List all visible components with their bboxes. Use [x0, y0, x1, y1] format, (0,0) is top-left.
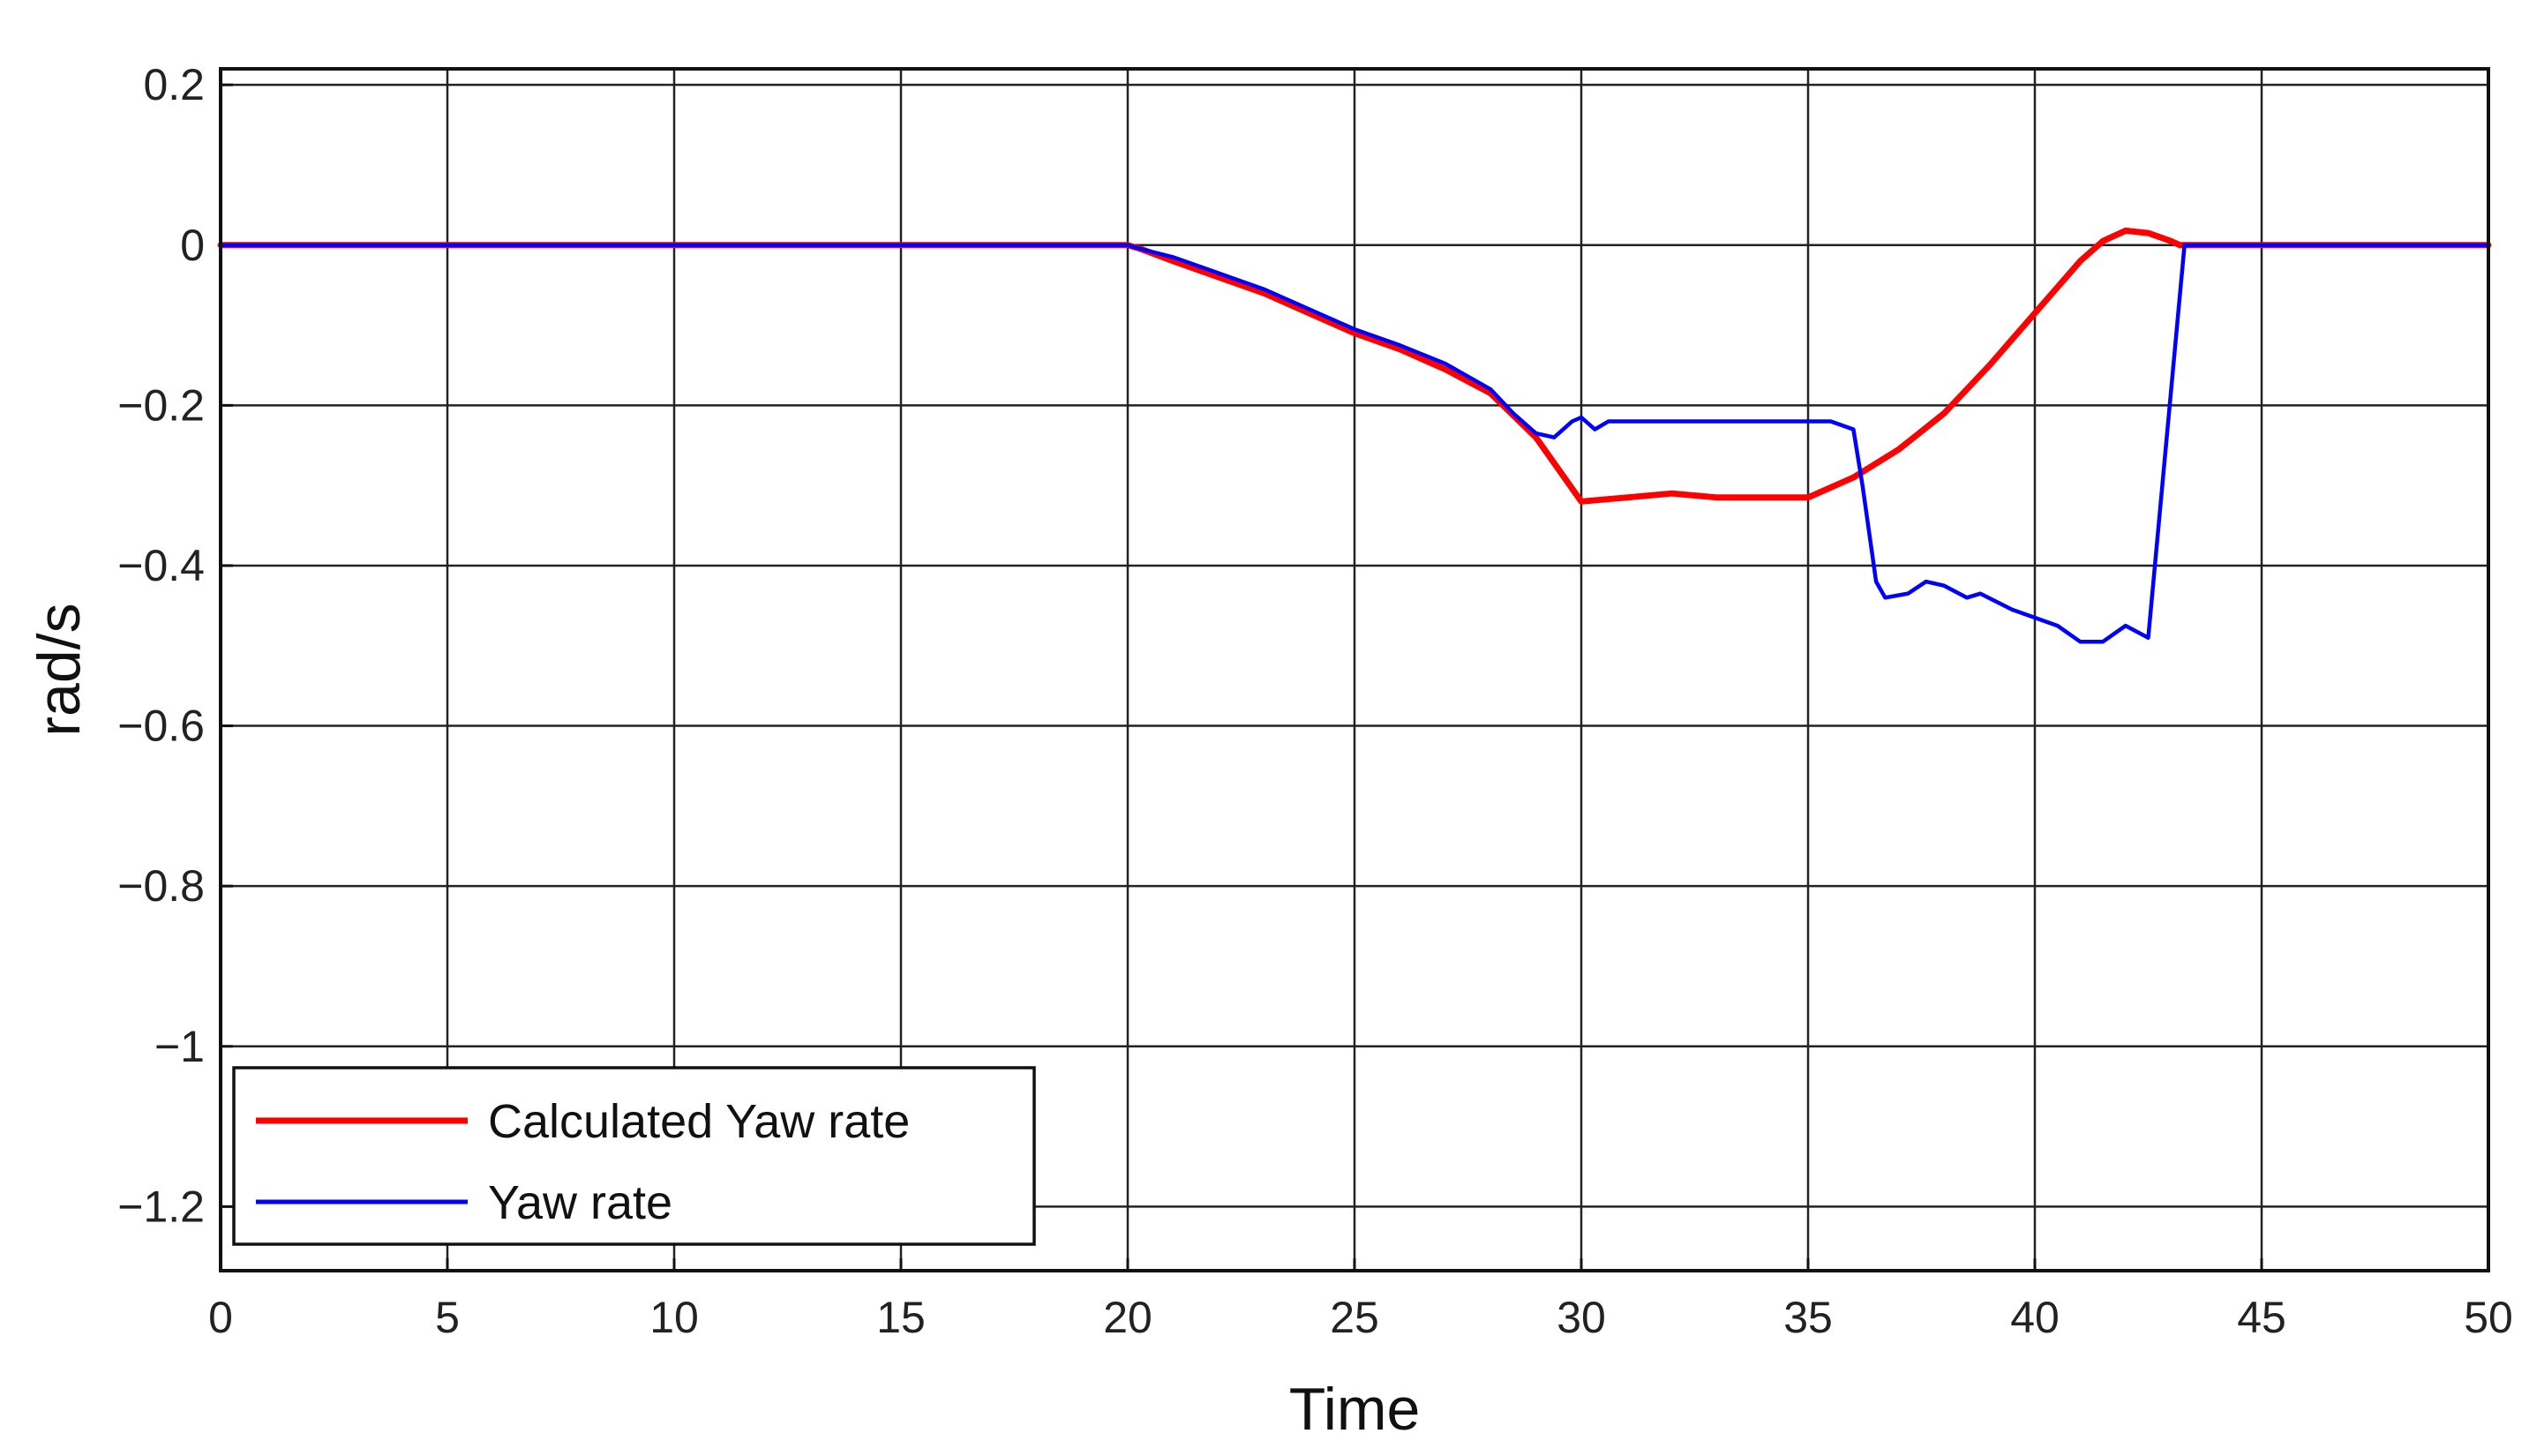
x-tick-label: 10 — [649, 1293, 699, 1342]
x-tick-label: 35 — [1783, 1293, 1833, 1342]
x-tick-label: 45 — [2237, 1293, 2286, 1342]
x-tick-label: 50 — [2464, 1293, 2513, 1342]
plot-frame — [219, 67, 2490, 1272]
y-tick-label: −1 — [154, 1022, 205, 1071]
legend-frame — [232, 1066, 1036, 1246]
legend-label-calculated-yaw-rate: Calculated Yaw rate — [488, 1095, 910, 1148]
legend: Calculated Yaw rate Yaw rate — [232, 1066, 1036, 1246]
series-line-yaw-rate — [218, 243, 2491, 644]
legend-label-yaw-rate: Yaw rate — [488, 1176, 672, 1229]
y-axis-label: rad/s — [26, 603, 93, 736]
x-tick-label: 15 — [876, 1293, 926, 1342]
x-tick-label: 25 — [1330, 1293, 1379, 1342]
y-tick-label: −1.2 — [117, 1182, 205, 1231]
y-tick-label: 0 — [180, 221, 205, 270]
y-tick-label: −0.8 — [117, 861, 205, 911]
y-tick-label: −0.4 — [117, 541, 205, 590]
y-tick-label: −0.6 — [117, 702, 205, 751]
x-axis-label: Time — [1289, 1376, 1421, 1443]
y-tick-label: 0.2 — [143, 60, 205, 109]
x-tick-label: 30 — [1557, 1293, 1606, 1342]
x-tick-label: 40 — [2010, 1293, 2060, 1342]
series-line-calculated-yaw-rate — [217, 227, 2492, 505]
y-tick-label: −0.2 — [117, 380, 205, 430]
x-tick-label: 20 — [1103, 1293, 1152, 1342]
x-tick-label: 5 — [435, 1293, 460, 1342]
x-tick-label: 0 — [208, 1293, 233, 1342]
